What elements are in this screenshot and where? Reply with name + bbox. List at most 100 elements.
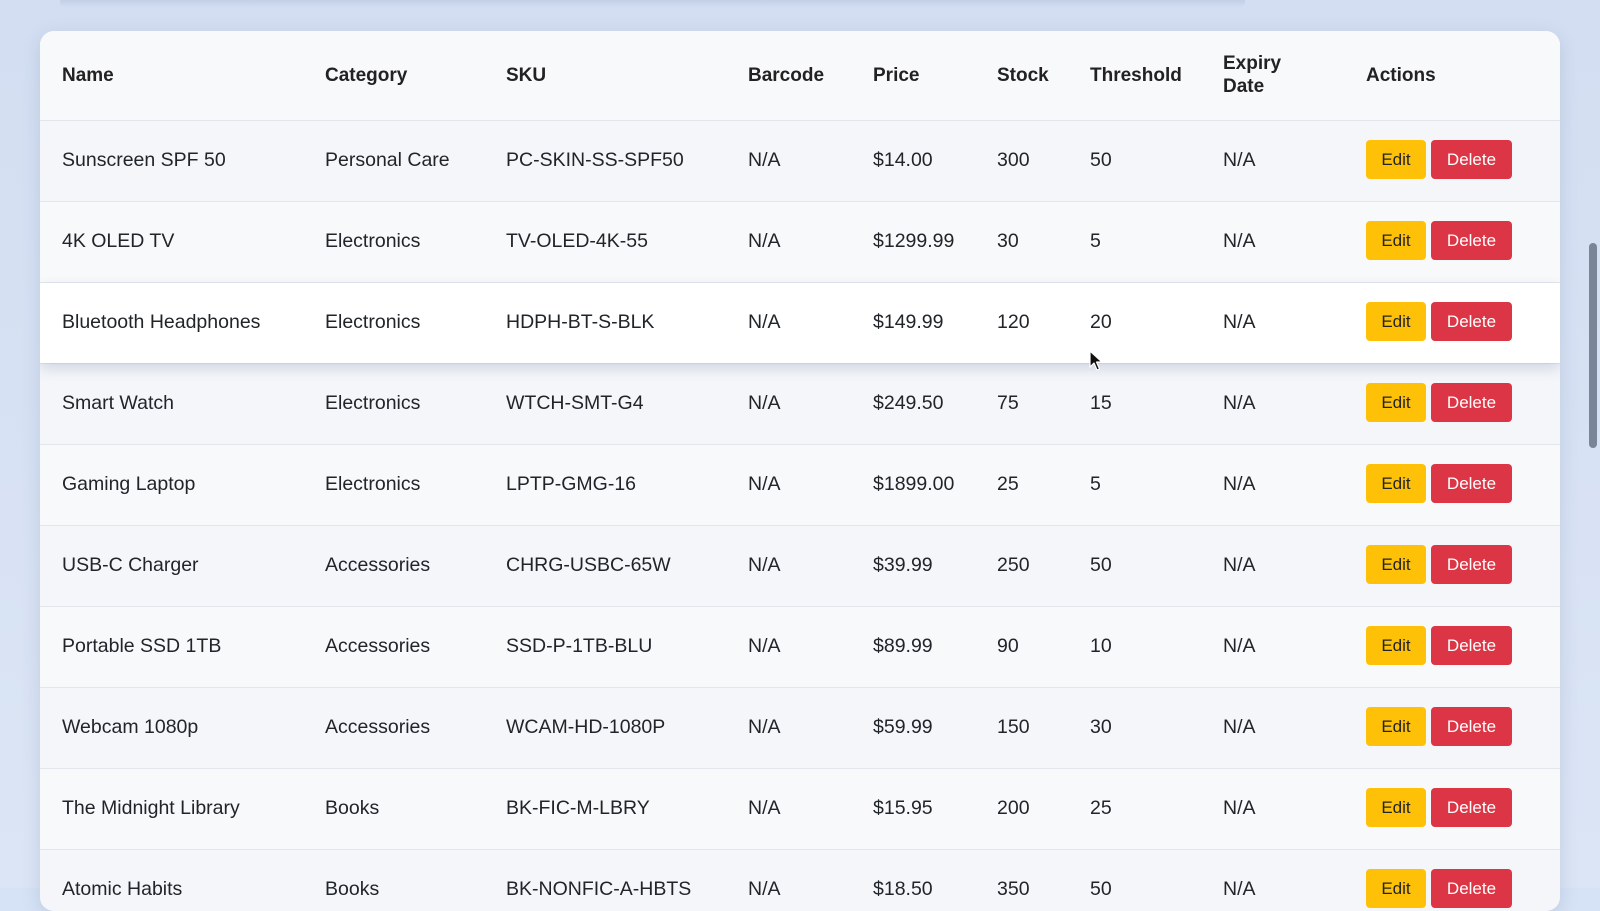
cell-threshold: 5 (1068, 201, 1201, 283)
inventory-table: Name Category SKU Barcode Price Stock Th… (40, 31, 1560, 911)
table-row[interactable]: Atomic Habits Books BK-NONFIC-A-HBTS N/A… (40, 849, 1560, 911)
cell-stock: 90 (975, 606, 1068, 688)
cell-name: USB-C Charger (40, 525, 303, 607)
cell-stock: 300 (975, 120, 1068, 202)
previous-section-edge (60, 0, 1245, 8)
header-threshold[interactable]: Threshold (1068, 31, 1201, 121)
cell-barcode: N/A (726, 363, 851, 445)
cell-threshold: 50 (1068, 525, 1201, 607)
cell-category: Accessories (303, 606, 484, 688)
edit-button[interactable]: Edit (1366, 626, 1426, 665)
cell-sku: BK-NONFIC-A-HBTS (484, 849, 726, 911)
cell-category: Electronics (303, 201, 484, 283)
header-expiry-line2: Date (1223, 76, 1265, 98)
edit-button[interactable]: Edit (1366, 383, 1426, 422)
cell-name: The Midnight Library (40, 768, 303, 850)
edit-button[interactable]: Edit (1366, 221, 1426, 260)
header-expiry-line1: Expiry (1223, 53, 1282, 75)
cell-price: $59.99 (851, 687, 975, 769)
cell-sku: HDPH-BT-S-BLK (484, 282, 726, 364)
cell-threshold: 50 (1068, 120, 1201, 202)
cell-threshold: 5 (1068, 444, 1201, 526)
cell-name: Smart Watch (40, 363, 303, 445)
cell-threshold: 25 (1068, 768, 1201, 850)
cell-actions: Edit Delete (1334, 444, 1560, 526)
delete-button[interactable]: Delete (1431, 869, 1512, 908)
cell-category: Electronics (303, 282, 484, 364)
delete-button[interactable]: Delete (1431, 545, 1512, 584)
cell-name: Portable SSD 1TB (40, 606, 303, 688)
cell-category: Electronics (303, 444, 484, 526)
table-row[interactable]: Portable SSD 1TB Accessories SSD-P-1TB-B… (40, 606, 1560, 688)
cell-sku: TV-OLED-4K-55 (484, 201, 726, 283)
cell-price: $1299.99 (851, 201, 975, 283)
cell-barcode: N/A (726, 849, 851, 911)
delete-button[interactable]: Delete (1431, 221, 1512, 260)
cell-threshold: 15 (1068, 363, 1201, 445)
delete-button[interactable]: Delete (1431, 626, 1512, 665)
table-row[interactable]: Gaming Laptop Electronics LPTP-GMG-16 N/… (40, 444, 1560, 526)
cell-name: 4K OLED TV (40, 201, 303, 283)
edit-button[interactable]: Edit (1366, 302, 1426, 341)
cell-name: Atomic Habits (40, 849, 303, 911)
cell-barcode: N/A (726, 606, 851, 688)
cell-price: $39.99 (851, 525, 975, 607)
table-row[interactable]: 4K OLED TV Electronics TV-OLED-4K-55 N/A… (40, 201, 1560, 283)
cell-name: Gaming Laptop (40, 444, 303, 526)
cell-expiry: N/A (1201, 120, 1334, 202)
cell-stock: 25 (975, 444, 1068, 526)
cell-sku: LPTP-GMG-16 (484, 444, 726, 526)
cell-expiry: N/A (1201, 282, 1334, 364)
table-row-hovered[interactable]: Bluetooth Headphones Electronics HDPH-BT… (40, 282, 1560, 364)
delete-button[interactable]: Delete (1431, 464, 1512, 503)
table-row[interactable]: USB-C Charger Accessories CHRG-USBC-65W … (40, 525, 1560, 607)
delete-button[interactable]: Delete (1431, 383, 1512, 422)
header-name[interactable]: Name (40, 31, 303, 121)
header-expiry-date[interactable]: Expiry Date (1201, 31, 1334, 121)
edit-button[interactable]: Edit (1366, 707, 1426, 746)
cell-name: Bluetooth Headphones (40, 282, 303, 364)
page-scrollbar-thumb[interactable] (1589, 243, 1597, 448)
cell-actions: Edit Delete (1334, 606, 1560, 688)
cell-barcode: N/A (726, 525, 851, 607)
mouse-pointer-icon (1089, 350, 1103, 371)
cell-sku: WCAM-HD-1080P (484, 687, 726, 769)
edit-button[interactable]: Edit (1366, 869, 1426, 908)
cell-expiry: N/A (1201, 687, 1334, 769)
edit-button[interactable]: Edit (1366, 788, 1426, 827)
cell-price: $249.50 (851, 363, 975, 445)
edit-button[interactable]: Edit (1366, 140, 1426, 179)
cell-actions: Edit Delete (1334, 768, 1560, 850)
cell-stock: 75 (975, 363, 1068, 445)
header-price[interactable]: Price (851, 31, 975, 121)
edit-button[interactable]: Edit (1366, 545, 1426, 584)
cell-barcode: N/A (726, 201, 851, 283)
cell-category: Personal Care (303, 120, 484, 202)
table-row[interactable]: The Midnight Library Books BK-FIC-M-LBRY… (40, 768, 1560, 850)
cell-actions: Edit Delete (1334, 687, 1560, 769)
cell-actions: Edit Delete (1334, 201, 1560, 283)
cell-name: Sunscreen SPF 50 (40, 120, 303, 202)
cell-expiry: N/A (1201, 606, 1334, 688)
cell-category: Accessories (303, 687, 484, 769)
cell-stock: 30 (975, 201, 1068, 283)
cell-price: $89.99 (851, 606, 975, 688)
table-row[interactable]: Webcam 1080p Accessories WCAM-HD-1080P N… (40, 687, 1560, 769)
delete-button[interactable]: Delete (1431, 302, 1512, 341)
header-barcode[interactable]: Barcode (726, 31, 851, 121)
header-sku[interactable]: SKU (484, 31, 726, 121)
cell-expiry: N/A (1201, 525, 1334, 607)
cell-expiry: N/A (1201, 363, 1334, 445)
table-row[interactable]: Sunscreen SPF 50 Personal Care PC-SKIN-S… (40, 120, 1560, 202)
edit-button[interactable]: Edit (1366, 464, 1426, 503)
delete-button[interactable]: Delete (1431, 140, 1512, 179)
cell-expiry: N/A (1201, 768, 1334, 850)
header-category[interactable]: Category (303, 31, 484, 121)
delete-button[interactable]: Delete (1431, 707, 1512, 746)
header-stock[interactable]: Stock (975, 31, 1068, 121)
cell-expiry: N/A (1201, 444, 1334, 526)
delete-button[interactable]: Delete (1431, 788, 1512, 827)
cell-name: Webcam 1080p (40, 687, 303, 769)
cell-actions: Edit Delete (1334, 363, 1560, 445)
table-row[interactable]: Smart Watch Electronics WTCH-SMT-G4 N/A … (40, 363, 1560, 445)
